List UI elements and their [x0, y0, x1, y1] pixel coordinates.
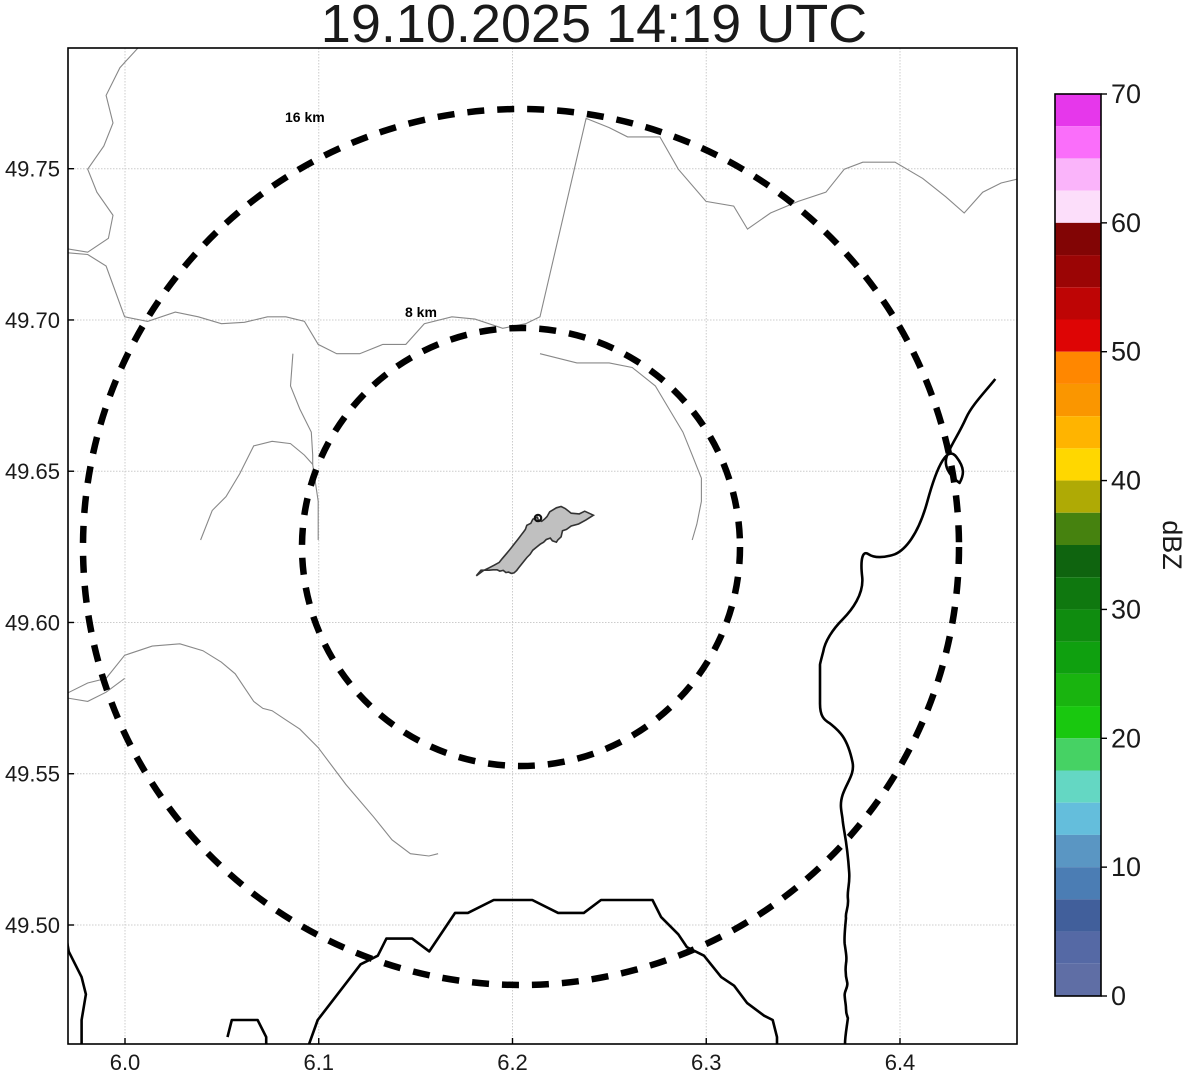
svg-text:49.60: 49.60 [5, 610, 60, 635]
svg-text:20: 20 [1111, 723, 1141, 753]
svg-text:49.65: 49.65 [5, 459, 60, 484]
svg-text:dBZ: dBZ [1157, 520, 1187, 570]
svg-text:6.1: 6.1 [303, 1050, 334, 1075]
svg-text:6.3: 6.3 [691, 1050, 722, 1075]
svg-text:8 km: 8 km [405, 304, 437, 320]
svg-text:6.0: 6.0 [110, 1050, 141, 1075]
svg-text:30: 30 [1111, 594, 1141, 624]
svg-text:6.4: 6.4 [885, 1050, 916, 1075]
svg-text:16 km: 16 km [285, 109, 325, 125]
svg-text:49.55: 49.55 [5, 762, 60, 787]
svg-text:49.75: 49.75 [5, 157, 60, 182]
svg-text:6.2: 6.2 [497, 1050, 528, 1075]
svg-text:50: 50 [1111, 337, 1141, 367]
svg-text:10: 10 [1111, 852, 1141, 882]
svg-text:60: 60 [1111, 208, 1141, 238]
svg-text:0: 0 [1111, 981, 1126, 1011]
svg-text:70: 70 [1111, 79, 1141, 109]
svg-text:49.70: 49.70 [5, 308, 60, 333]
svg-text:40: 40 [1111, 466, 1141, 496]
svg-text:49.50: 49.50 [5, 913, 60, 938]
